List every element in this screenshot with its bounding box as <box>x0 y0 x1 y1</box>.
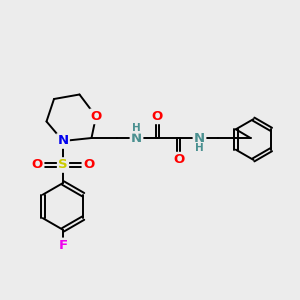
Text: O: O <box>152 110 163 123</box>
Text: N: N <box>131 131 142 145</box>
Text: O: O <box>173 153 184 166</box>
Text: F: F <box>58 239 68 252</box>
Text: H: H <box>195 143 204 153</box>
Text: H: H <box>132 123 141 133</box>
Text: O: O <box>90 110 102 123</box>
Text: S: S <box>58 158 68 172</box>
Text: N: N <box>194 131 205 145</box>
Text: N: N <box>57 134 69 148</box>
Text: O: O <box>32 158 43 172</box>
Text: O: O <box>83 158 94 172</box>
